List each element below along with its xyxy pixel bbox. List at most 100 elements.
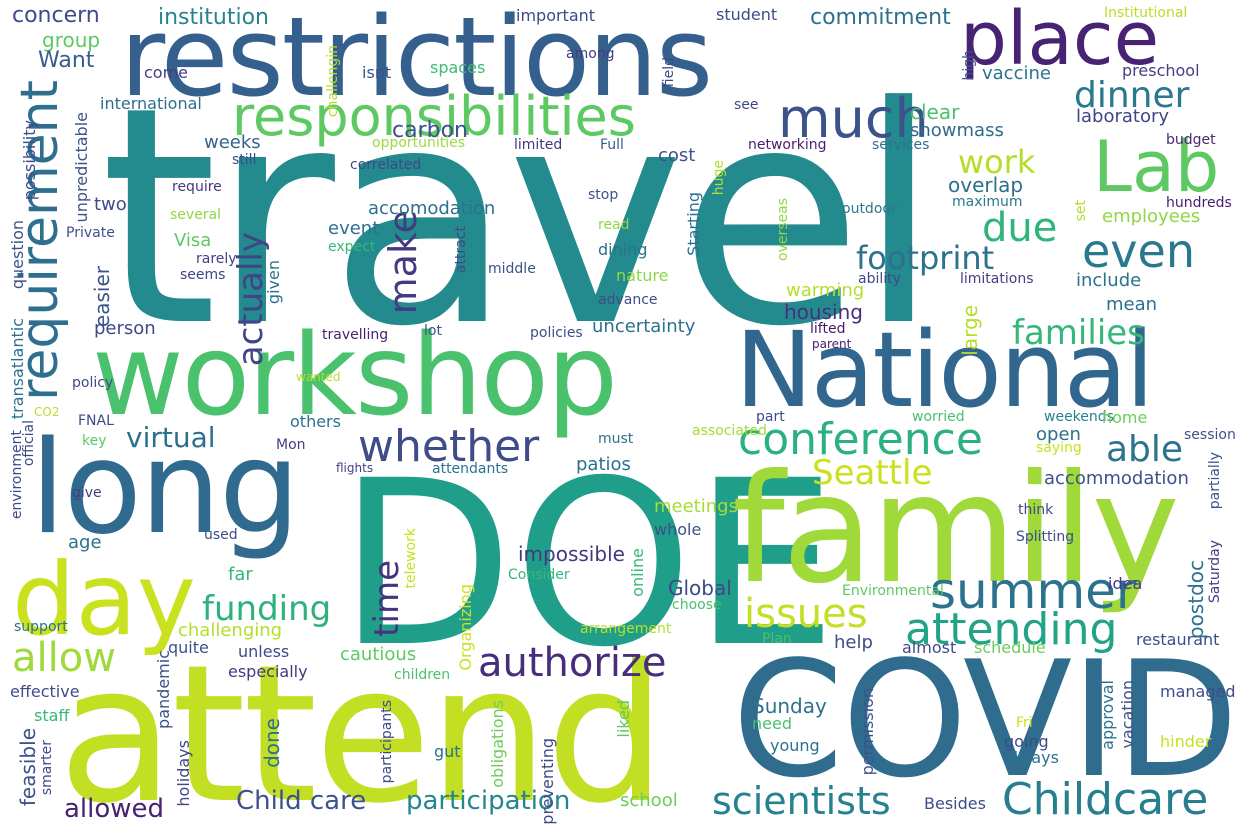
word-uncertainty: person: [94, 318, 156, 339]
word-young: done: [260, 718, 284, 768]
word-smarter: environment: [9, 430, 25, 520]
word-workshop: workshop: [92, 311, 618, 441]
word-maximum: maximum: [952, 194, 1023, 210]
word-home: weekends: [1044, 409, 1114, 425]
word-travelling: uncertainty: [592, 316, 696, 337]
word-staff: Fri: [1016, 715, 1033, 731]
word-holidays: smarter: [39, 740, 55, 796]
word-authorize: authorize: [478, 640, 667, 686]
word-attract: permission: [858, 688, 877, 776]
word-seems: rarely: [196, 251, 237, 267]
word-Private: Private: [66, 225, 115, 241]
word-online: telework: [403, 528, 419, 589]
word-isnt: isnt: [362, 63, 392, 82]
word-Child-care: Child care: [236, 786, 367, 816]
word-employees: employees: [1102, 206, 1201, 227]
word-postdoc: Besides: [924, 794, 986, 813]
word-lot: travelling: [322, 327, 389, 343]
word-preschool: preschool: [1122, 61, 1200, 80]
word-nature: middle: [488, 261, 536, 277]
word-question: Saturday: [1207, 540, 1223, 604]
word-participants: pandemic: [154, 650, 173, 729]
word-Starting: overseas: [775, 198, 791, 261]
word-ability: nature: [616, 266, 669, 285]
word-approval: postdoc: [1184, 560, 1208, 640]
word-Institutional: Institutional: [1104, 5, 1188, 21]
word-accomodation: accomodation: [368, 198, 496, 219]
word-several: several: [170, 207, 222, 223]
word-international: international: [100, 94, 202, 113]
word-warming: limitations: [960, 271, 1034, 287]
word-mean: warming: [786, 280, 865, 301]
word-FNAL: CO2: [34, 405, 60, 419]
word-children: especially: [228, 662, 308, 681]
word-Environmental: Global: [668, 576, 732, 600]
word-schedule: almost: [902, 638, 957, 657]
word-unless: quite: [168, 638, 209, 657]
word-Childcare: Childcare: [1002, 774, 1209, 825]
word-outdoor: outdoor: [842, 201, 897, 217]
word-responsibilities: responsibilities: [232, 85, 636, 148]
word-easier: given: [264, 260, 283, 305]
word-attending: attending: [905, 604, 1118, 655]
word-Global: Consider: [508, 567, 570, 583]
word-almost: Plan: [762, 631, 792, 647]
word-student: student: [716, 5, 778, 24]
word-others: Mon: [276, 437, 306, 453]
word-overseas: attract: [453, 226, 469, 274]
word-spaces: spaces: [430, 58, 486, 77]
word-worried: part: [756, 409, 785, 425]
word-much: much: [778, 87, 929, 150]
word-concern: concern: [12, 3, 100, 28]
word-family: family: [732, 443, 1180, 617]
word-transatlantic: question: [8, 220, 27, 290]
word-lifted: policies: [530, 325, 583, 341]
word-always: gut: [434, 742, 461, 761]
word-managed: need: [752, 714, 792, 733]
word-virtual: virtual: [126, 421, 216, 454]
word-make: make: [381, 210, 425, 315]
word-Fri: managed: [1160, 682, 1236, 701]
word-footprint: footprint: [856, 239, 995, 277]
word-patios: attendants: [432, 461, 509, 477]
word-expect: expect: [328, 239, 376, 255]
word-dinner: dinner: [1074, 75, 1190, 116]
word-parent: lifted: [810, 321, 846, 337]
word-partially: vacation: [1118, 680, 1137, 749]
word-part: others: [290, 412, 341, 431]
word-budget: budget: [1166, 132, 1216, 148]
word-attend: attend: [58, 624, 666, 829]
word-whether: whether: [358, 421, 540, 472]
word-clear: clear: [910, 100, 960, 124]
word-National: National: [735, 309, 1154, 431]
word-effective: children: [394, 667, 451, 683]
word-opportunities: opportunities: [372, 135, 466, 151]
word-work: work: [958, 143, 1036, 181]
word-preventing: obligations: [488, 700, 507, 788]
word-Lab: Lab: [1093, 126, 1220, 208]
word-whole: think: [1018, 502, 1054, 518]
word-liked: preventing: [538, 738, 557, 825]
word-large: easier: [90, 266, 114, 328]
word-set: high: [961, 50, 977, 81]
word-important: important: [516, 6, 596, 25]
word-event: event: [328, 218, 380, 239]
word-dining: dining: [598, 240, 648, 259]
word-Seattle: Seattle: [812, 453, 933, 493]
word-field: challengin: [325, 45, 341, 118]
word-limited: limited: [514, 137, 563, 153]
word-still: still: [232, 152, 257, 168]
word-able: able: [1106, 429, 1184, 470]
word-stop: stop: [588, 187, 619, 203]
word-school: always: [1004, 748, 1059, 767]
word-summer: summer: [930, 562, 1137, 620]
word-services: services: [872, 137, 930, 153]
word-participation: participation: [406, 786, 571, 816]
word-obligations: participants: [379, 700, 395, 784]
word-wanted: parent: [812, 337, 852, 351]
word-place: place: [960, 0, 1160, 82]
word-institution: institution: [158, 5, 269, 30]
word-attendants: flights: [336, 461, 374, 475]
word-feasible: staff: [34, 706, 70, 725]
word-used: give: [72, 485, 102, 501]
